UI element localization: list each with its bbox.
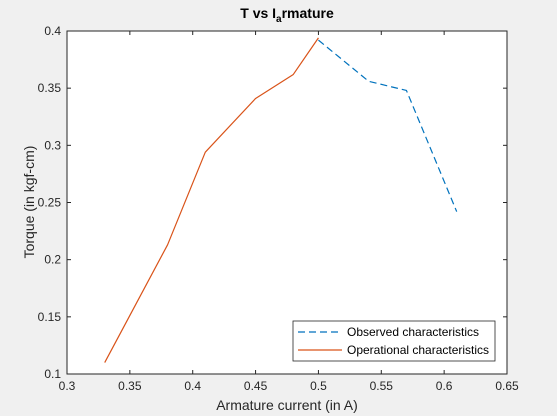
plot-area [67,31,507,374]
y-tick-label: 0.4 [44,24,61,38]
series-layer [104,37,458,363]
x-tick-label: 0.6 [436,379,453,393]
chart-title: T vs Iarmature [240,5,334,25]
x-tick-label: 0.45 [244,379,268,393]
y-tick-label: 0.25 [38,196,62,210]
series-line-observed [318,39,458,212]
chart-title-main: T vs I [240,5,276,21]
y-tick-label: 0.2 [44,253,61,267]
x-tick-label: 0.35 [118,379,142,393]
y-tick-label: 0.15 [38,310,62,324]
chart-title-subscript: a [276,14,282,25]
x-tick-label: 0.55 [370,379,394,393]
y-tick-label: 0.3 [44,138,61,152]
plot-frame [66,30,508,375]
legend-label-operational: Operational characteristics [347,343,489,357]
chart-title-rest: rmature [282,5,334,21]
ticks-layer: 0.3 0.35 0.4 0.45 0.5 0.55 0.6 0.65 0.1 0.15 0.2 0.… [38,24,519,393]
y-tick-label: 0.1 [44,367,61,381]
series-line-operational [104,37,319,363]
y-tick-label: 0.35 [38,81,62,95]
legend-box [292,320,496,362]
y-axis-title: Torque (in kgf-cm) [21,146,37,259]
legend-label-observed: Observed characteristics [347,325,479,339]
x-axis-title: Armature current (in A) [216,397,358,413]
x-tick-label: 0.4 [184,379,201,393]
x-tick-label: 0.3 [59,379,76,393]
x-tick-label: 0.65 [495,379,519,393]
legend: Observed characteristics Operational cha… [292,320,496,362]
x-tick-label: 0.5 [310,379,327,393]
